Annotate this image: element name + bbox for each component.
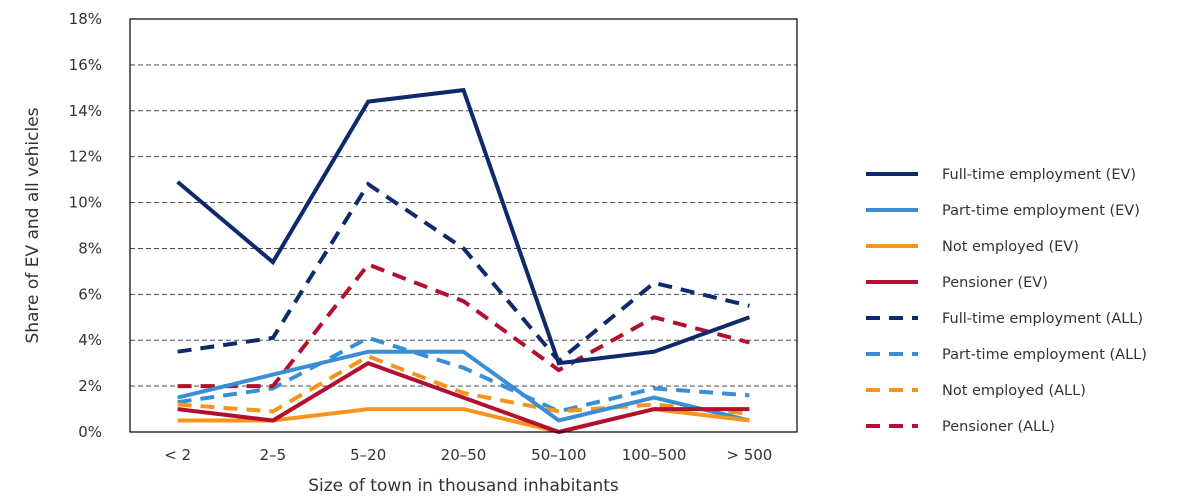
- x-tick-label: 50–100: [531, 446, 586, 464]
- legend-label: Full-time employment (EV): [942, 167, 1136, 183]
- x-tick-label: 5–20: [350, 446, 386, 464]
- legend-label: Pensioner (EV): [942, 275, 1048, 291]
- series-lines: [176, 87, 751, 435]
- legend-label: Not employed (EV): [942, 239, 1079, 255]
- y-tick-label: 16%: [69, 56, 102, 74]
- x-tick-label: 100–500: [622, 446, 687, 464]
- legend-label: Pensioner (ALL): [942, 419, 1055, 435]
- x-axis-title: Size of town in thousand inhabitants: [308, 476, 619, 496]
- series-line-2: [177, 349, 750, 423]
- series-line-6: [177, 335, 750, 414]
- y-axis-title: Share of EV and all vehicles: [23, 107, 43, 343]
- x-tick-label: 2–5: [260, 446, 287, 464]
- y-tick-label: 0%: [78, 423, 102, 441]
- series-line-8: [177, 262, 750, 389]
- y-tick-label: 12%: [69, 148, 102, 166]
- series-line-4: [177, 360, 750, 435]
- x-tick-label: < 2: [164, 446, 191, 464]
- series-line-7: [177, 354, 750, 416]
- y-tick-label: 10%: [69, 194, 102, 212]
- x-tick-labels: < 2 2–5 5–20 20–50 50–100 100–500 > 500: [164, 446, 772, 464]
- series-line-5: [177, 181, 750, 364]
- series-line-1: [176, 87, 751, 366]
- y-tick-labels: 0% 2% 4% 6% 8% 10% 12% 14% 16% 18%: [69, 10, 102, 441]
- y-tick-label: 6%: [78, 285, 102, 303]
- legend-label: Not employed (ALL): [942, 383, 1086, 399]
- y-tick-label: 4%: [78, 331, 102, 349]
- y-tick-label: 14%: [69, 102, 102, 120]
- y-tick-label: 8%: [78, 239, 102, 257]
- y-tick-label: 18%: [69, 10, 102, 28]
- legend-label: Part-time employment (EV): [942, 203, 1140, 219]
- x-tick-label: > 500: [726, 446, 772, 464]
- plot-frame: [129, 18, 798, 433]
- x-tick-label: 20–50: [441, 446, 487, 464]
- y-tick-label: 2%: [78, 377, 102, 395]
- legend: Full-time employment (EV) Part-time emplo…: [866, 167, 1147, 435]
- legend-label: Part-time employment (ALL): [942, 347, 1147, 363]
- legend-label: Full-time employment (ALL): [942, 311, 1143, 327]
